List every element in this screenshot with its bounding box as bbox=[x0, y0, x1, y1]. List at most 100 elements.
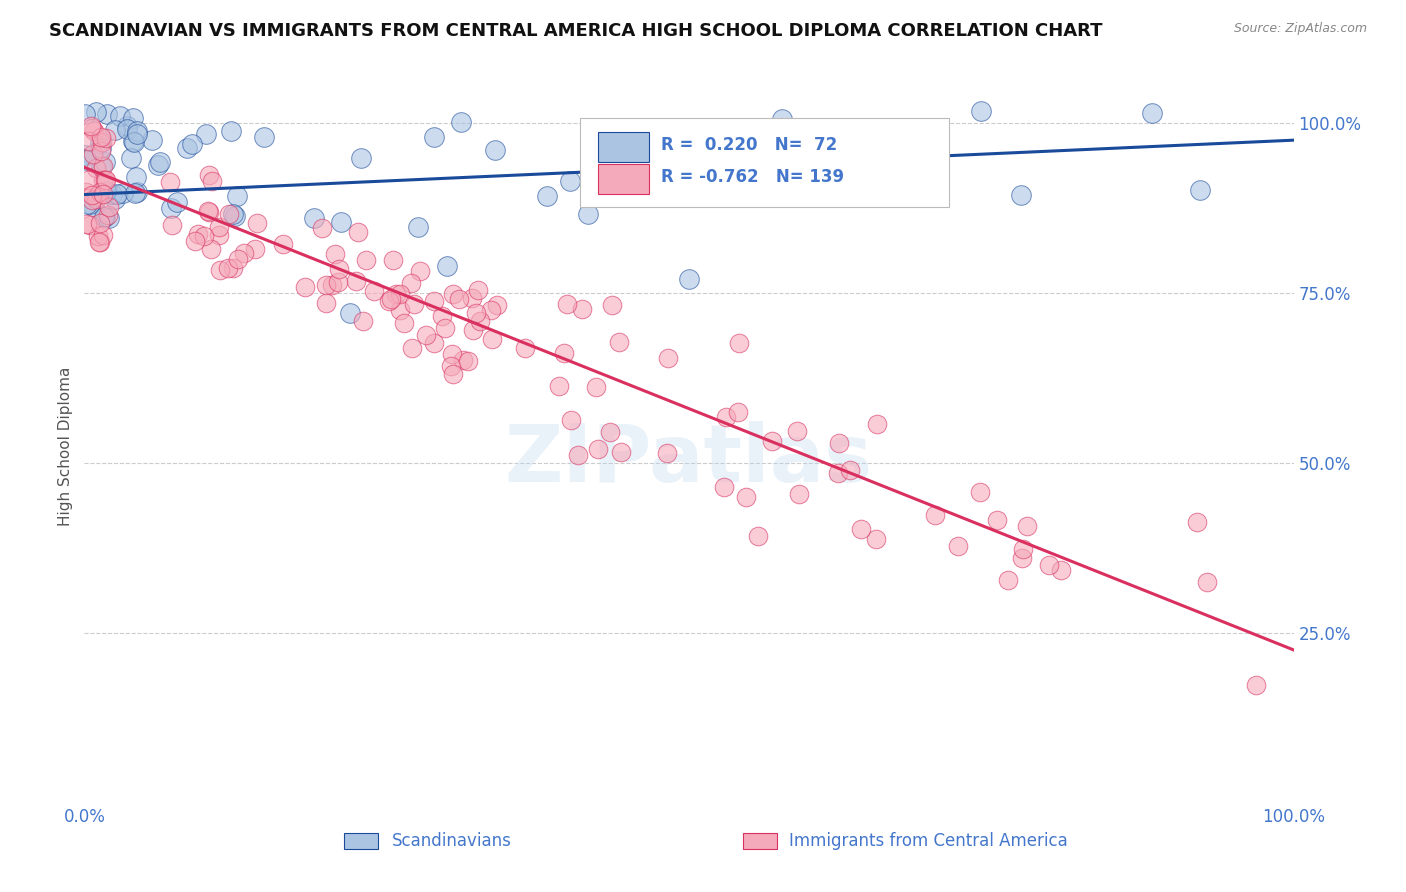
Point bbox=[986, 513, 1008, 527]
Text: ZIPatlas: ZIPatlas bbox=[505, 421, 873, 500]
Point bbox=[1010, 187, 1032, 202]
Point bbox=[678, 272, 700, 286]
Point bbox=[75, 153, 97, 167]
Point bbox=[93, 210, 115, 224]
Point bbox=[91, 173, 114, 187]
Point bbox=[571, 301, 593, 316]
Point bbox=[294, 280, 316, 294]
Point bbox=[160, 201, 183, 215]
Point bbox=[346, 225, 368, 239]
Point bbox=[91, 159, 114, 173]
Point bbox=[208, 228, 231, 243]
Point bbox=[198, 168, 221, 182]
Point bbox=[176, 140, 198, 154]
Bar bbox=[744, 833, 778, 849]
Point bbox=[865, 533, 887, 547]
Point bbox=[404, 297, 426, 311]
Point bbox=[226, 252, 249, 267]
Point bbox=[384, 287, 406, 301]
Point bbox=[86, 189, 108, 203]
Point bbox=[1187, 515, 1209, 529]
Point bbox=[651, 122, 673, 136]
Point bbox=[146, 158, 169, 172]
Point bbox=[997, 574, 1019, 588]
Point bbox=[447, 292, 470, 306]
Point bbox=[94, 172, 117, 186]
Point bbox=[440, 359, 463, 373]
Point bbox=[599, 425, 621, 440]
Point bbox=[907, 155, 929, 169]
Point bbox=[198, 204, 221, 219]
Point bbox=[924, 508, 946, 522]
Point bbox=[83, 124, 105, 138]
Point bbox=[624, 145, 647, 159]
Point bbox=[465, 306, 488, 320]
Text: Scandinavians: Scandinavians bbox=[391, 831, 512, 849]
Point bbox=[423, 130, 446, 145]
Point bbox=[208, 219, 231, 234]
FancyBboxPatch shape bbox=[581, 118, 949, 207]
Point bbox=[451, 353, 474, 368]
Point bbox=[536, 189, 558, 203]
Point bbox=[83, 200, 105, 214]
Point bbox=[657, 351, 679, 366]
Point bbox=[200, 243, 222, 257]
Point bbox=[87, 228, 110, 243]
Point bbox=[94, 211, 117, 225]
Point bbox=[105, 186, 128, 201]
Point bbox=[321, 278, 343, 293]
Point bbox=[576, 207, 599, 221]
Point bbox=[184, 234, 207, 248]
Point bbox=[73, 107, 96, 121]
Point bbox=[450, 115, 472, 129]
Point bbox=[149, 154, 172, 169]
Point bbox=[728, 336, 751, 351]
Point bbox=[77, 173, 100, 187]
Point bbox=[786, 424, 808, 438]
Point bbox=[219, 123, 242, 137]
Point bbox=[315, 278, 337, 293]
Point bbox=[271, 236, 294, 251]
Point bbox=[734, 490, 756, 504]
Point bbox=[380, 292, 402, 306]
Point bbox=[243, 242, 266, 256]
Point bbox=[82, 120, 104, 135]
Point bbox=[352, 314, 374, 328]
Point bbox=[585, 379, 607, 393]
Point bbox=[467, 284, 489, 298]
Point bbox=[208, 263, 231, 277]
Point bbox=[1017, 519, 1039, 533]
Point bbox=[96, 106, 118, 120]
Point bbox=[430, 309, 453, 323]
Text: R = -0.762   N= 139: R = -0.762 N= 139 bbox=[661, 168, 844, 186]
Point bbox=[1050, 563, 1073, 577]
Point bbox=[125, 169, 148, 184]
Point bbox=[112, 186, 135, 201]
Point bbox=[197, 204, 219, 219]
Point bbox=[201, 174, 224, 188]
Point bbox=[827, 466, 849, 480]
Point bbox=[79, 197, 101, 211]
Point bbox=[339, 306, 361, 320]
Point bbox=[1188, 183, 1211, 197]
Point bbox=[100, 186, 122, 201]
Point bbox=[718, 168, 741, 182]
Point bbox=[884, 127, 907, 141]
Point bbox=[903, 166, 925, 180]
Point bbox=[970, 103, 993, 118]
Point bbox=[222, 260, 245, 275]
Point bbox=[253, 130, 276, 145]
Point bbox=[350, 151, 373, 165]
Point bbox=[392, 316, 415, 330]
Point bbox=[302, 211, 325, 225]
Point bbox=[423, 293, 446, 308]
Point bbox=[553, 346, 575, 360]
Point bbox=[96, 131, 118, 145]
Point bbox=[89, 216, 111, 230]
Point bbox=[195, 127, 218, 141]
Y-axis label: High School Diploma: High School Diploma bbox=[58, 367, 73, 525]
Point bbox=[233, 246, 256, 260]
Point bbox=[217, 260, 239, 275]
Point bbox=[607, 334, 630, 349]
Point bbox=[187, 227, 209, 241]
